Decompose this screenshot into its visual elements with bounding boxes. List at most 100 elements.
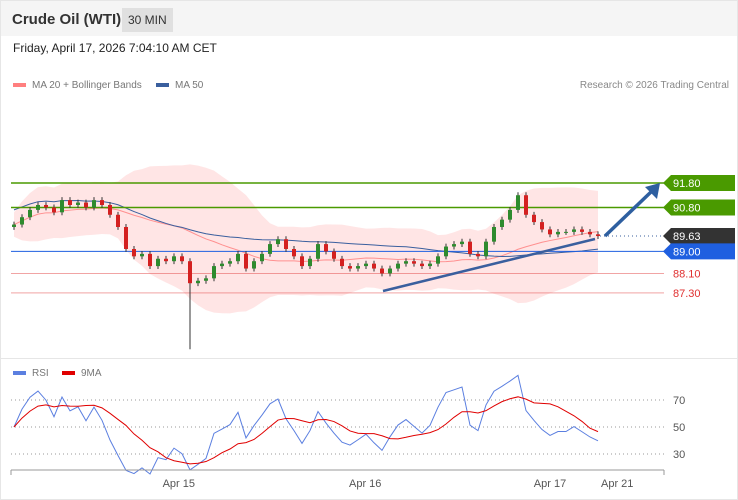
candle-body (340, 258, 344, 267)
candle-body (300, 256, 304, 267)
candle-body (444, 246, 448, 257)
legend-ma20: MA 20 + Bollinger Bands (13, 80, 142, 91)
ma20-swatch (13, 83, 26, 88)
candle-body (316, 244, 320, 259)
candle-body (84, 202, 88, 208)
x-tick-label: Apr 16 (349, 478, 381, 490)
candle-body (436, 256, 440, 264)
arrow-head (645, 183, 660, 199)
candle-body (524, 195, 528, 215)
candle-body (572, 229, 576, 232)
candle-body (140, 253, 144, 257)
level-label: 87.30 (673, 288, 701, 300)
rsi-line (13, 374, 599, 475)
level-tag (663, 199, 735, 216)
candle-body (12, 224, 16, 227)
level-tag (663, 228, 735, 245)
candle-body (412, 261, 416, 264)
candle-body (20, 217, 24, 225)
candle-body (132, 248, 136, 257)
candle-body (116, 214, 120, 227)
level-label: 89.00 (673, 246, 701, 258)
rsi-ma-line (13, 396, 599, 465)
candle-body (428, 263, 432, 267)
copyright: Research © 2026 Trading Central (579, 80, 729, 91)
candle-body (276, 239, 280, 245)
ma20-label: MA 20 + Bollinger Bands (32, 80, 142, 91)
candle-body (228, 261, 232, 264)
rsi-ma-swatch (62, 371, 75, 376)
candle-body (188, 261, 192, 284)
candle-body (292, 248, 296, 257)
candle-body (324, 244, 328, 252)
candle-body (540, 222, 544, 230)
candle-body (100, 200, 104, 205)
candle-body (196, 280, 200, 284)
instrument-title: Crude Oil (WTI) (12, 11, 122, 28)
level-label: 91.80 (673, 178, 701, 190)
candle-body (148, 253, 152, 267)
candle-body (220, 263, 224, 267)
candle-body (308, 258, 312, 267)
candle-body (204, 278, 208, 281)
candle-body (68, 200, 72, 205)
legend-ma50: MA 50 (156, 80, 203, 91)
candle-body (156, 258, 160, 267)
forecast-arrow (603, 189, 654, 238)
bollinger-band (14, 164, 598, 314)
rsi-swatch (13, 371, 26, 376)
candle-body (588, 231, 592, 235)
panel-divider (1, 358, 737, 359)
header: Crude Oil (WTI) 30 MIN (1, 1, 737, 36)
legend-rsi: RSI (13, 368, 49, 379)
candle-body (492, 226, 496, 242)
ma50-swatch (156, 83, 169, 88)
candle-body (348, 266, 352, 269)
candle-body (468, 241, 472, 254)
candle-body (364, 263, 368, 267)
candle-body (92, 200, 96, 208)
candle-body (244, 253, 248, 269)
ma50-line (13, 200, 599, 257)
level-tag (663, 175, 735, 191)
rsi-level-label: 30 (673, 449, 685, 461)
candle-body (420, 263, 424, 267)
candle-body (236, 253, 240, 262)
x-tick-label: Apr 15 (163, 478, 195, 490)
level-label: 90.80 (673, 202, 701, 214)
rsi-level-label: 50 (673, 422, 685, 434)
candle-body (252, 261, 256, 269)
candle-body (508, 209, 512, 220)
candle-body (28, 209, 32, 218)
datetime: Friday, April 17, 2026 7:04:10 AM CET (13, 41, 217, 55)
candle-body (52, 207, 56, 213)
candle-body (268, 244, 272, 254)
candle-body (36, 204, 40, 210)
candle-body (564, 231, 568, 233)
candle-body (60, 200, 64, 213)
candle-body (516, 195, 520, 210)
candle-body (596, 234, 600, 237)
candle-body (380, 268, 384, 274)
candle-body (124, 226, 128, 249)
level-tag (663, 243, 735, 260)
candle-body (180, 256, 184, 262)
candle-body (172, 256, 176, 262)
candle-body (580, 229, 584, 232)
candle-body (332, 251, 336, 259)
x-tick-label: Apr 17 (534, 478, 566, 490)
timeframe-button[interactable]: 30 MIN (122, 8, 173, 32)
candle-body (548, 229, 552, 235)
candle-body (284, 239, 288, 249)
ma50-label: MA 50 (175, 80, 204, 91)
legend-rsi-ma: 9MA (62, 368, 102, 379)
trendline (382, 237, 596, 293)
candle-body (356, 266, 360, 269)
candle-body (476, 253, 480, 257)
candle-body (532, 214, 536, 223)
candle-body (260, 253, 264, 262)
candle-body (404, 261, 408, 264)
candle-body (500, 219, 504, 227)
candle-body (396, 263, 400, 269)
